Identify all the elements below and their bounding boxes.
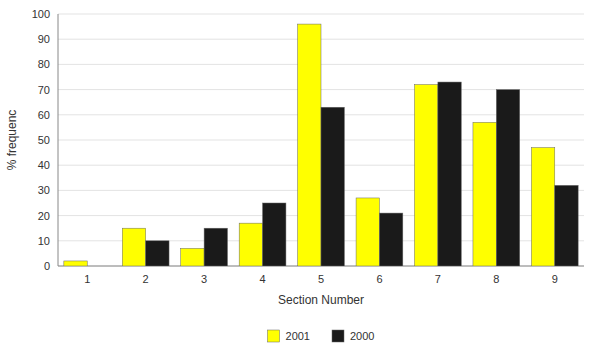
x-tick-label: 4 xyxy=(259,273,265,285)
bar xyxy=(531,148,554,266)
bar xyxy=(321,107,344,266)
y-tick-label: 10 xyxy=(38,235,50,247)
grid-line xyxy=(58,14,584,15)
chart: 0 10 20 30 40 50 60 70 80 90 100 1 2 3 4 5 6 7 8 9 Section N… xyxy=(0,0,600,358)
bar xyxy=(379,213,402,266)
bar xyxy=(146,241,169,266)
y-tick-label: 70 xyxy=(38,84,50,96)
bar xyxy=(298,24,321,266)
y-tick-label: 90 xyxy=(38,33,50,45)
y-tick-label: 0 xyxy=(44,260,50,272)
bar xyxy=(239,223,262,266)
legend-swatch xyxy=(268,330,280,342)
legend-label: 2001 xyxy=(286,330,310,342)
bar xyxy=(438,82,461,266)
y-tick-label: 20 xyxy=(38,210,50,222)
bar xyxy=(263,203,286,266)
legend: 2001 2000 xyxy=(268,330,375,342)
bars xyxy=(64,24,578,266)
y-tick-label: 40 xyxy=(38,159,50,171)
bar xyxy=(496,90,519,266)
bar xyxy=(555,185,578,266)
y-axis-line xyxy=(58,14,59,266)
bar xyxy=(64,261,87,266)
y-axis-title: % frequenc xyxy=(5,110,19,171)
y-tick-label: 60 xyxy=(38,109,50,121)
x-tick-label: 6 xyxy=(376,273,382,285)
bar xyxy=(122,228,145,266)
x-tick-label: 3 xyxy=(201,273,207,285)
y-tick-label: 50 xyxy=(38,134,50,146)
x-tick-label: 1 xyxy=(84,273,90,285)
x-tick-label: 8 xyxy=(493,273,499,285)
legend-swatch xyxy=(332,330,344,342)
x-tick-label: 5 xyxy=(318,273,324,285)
x-tick-label: 7 xyxy=(435,273,441,285)
legend-label: 2000 xyxy=(350,330,374,342)
bar xyxy=(356,198,379,266)
x-tick-label: 9 xyxy=(552,273,558,285)
y-tick-label: 100 xyxy=(32,8,50,20)
x-axis-title: Section Number xyxy=(278,293,364,307)
bar xyxy=(181,248,204,266)
x-tick-label: 2 xyxy=(143,273,149,285)
y-tick-label: 30 xyxy=(38,184,50,196)
bar xyxy=(87,266,110,267)
bar xyxy=(473,122,496,266)
y-tick-label: 80 xyxy=(38,58,50,70)
bar xyxy=(204,228,227,266)
bar xyxy=(415,85,438,266)
